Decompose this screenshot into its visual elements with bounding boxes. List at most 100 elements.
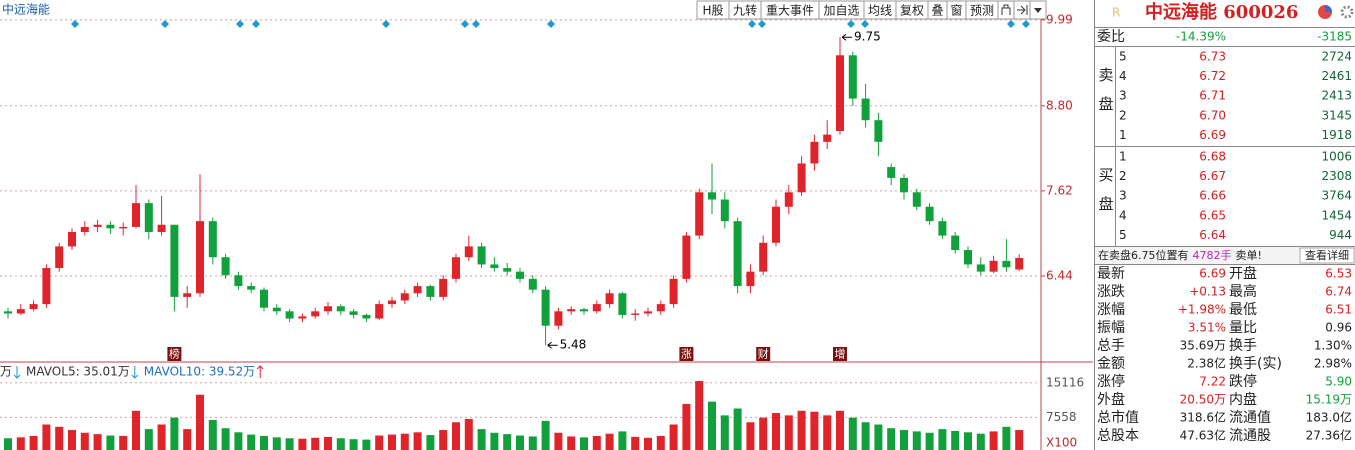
candle-body xyxy=(324,306,332,312)
annotation-label: 5.48 xyxy=(560,338,587,352)
y-tick-label: 9.99 xyxy=(1046,12,1073,26)
candle-body xyxy=(554,311,563,326)
candle-body xyxy=(746,271,755,287)
stat-label: 涨跌 xyxy=(1097,284,1125,300)
candle-body xyxy=(311,311,320,317)
volume-bar xyxy=(605,433,614,450)
annotation-label: 9.75 xyxy=(854,30,881,44)
candle-body xyxy=(93,224,102,227)
toolbar-label[interactable]: 均线 xyxy=(868,4,892,18)
volume-bar xyxy=(375,435,384,450)
level: 3 xyxy=(1119,89,1127,103)
stat-value: +1.98% xyxy=(1178,303,1226,317)
volume-bar xyxy=(797,410,806,450)
volume: 944 xyxy=(1329,228,1352,242)
candle-body xyxy=(874,120,883,142)
settings-icon[interactable] xyxy=(1340,5,1354,19)
toolbar-label[interactable]: 九转 xyxy=(733,3,757,18)
volume-bar xyxy=(170,417,179,450)
volume-legend: 万 xyxy=(0,365,12,379)
event-diamond xyxy=(748,20,756,28)
volume-bar xyxy=(503,434,512,450)
volume: 1918 xyxy=(1321,128,1352,142)
candle-body xyxy=(1015,257,1024,270)
stat-value: 27.36亿 xyxy=(1306,428,1352,443)
stat-value: 1.30% xyxy=(1314,339,1352,353)
badge: R xyxy=(1112,6,1120,20)
event-label: 财 xyxy=(758,347,769,361)
volume-bar xyxy=(567,436,576,450)
toolbar-label[interactable]: 复权 xyxy=(900,4,924,18)
icon xyxy=(1325,5,1332,12)
candle-body xyxy=(592,304,601,312)
toolbar-label[interactable]: 重大事件 xyxy=(766,4,814,18)
volume-bar xyxy=(221,428,230,450)
level: 1 xyxy=(1119,150,1127,164)
price: 6.64 xyxy=(1199,228,1226,242)
candle-body xyxy=(375,304,384,319)
toolbar-icon[interactable] xyxy=(997,0,1015,20)
candle-body xyxy=(823,134,832,142)
stat-label: 跌停 xyxy=(1229,373,1257,390)
candle-body xyxy=(720,199,729,222)
event-diamond xyxy=(1007,20,1015,28)
volume-bar xyxy=(234,432,243,450)
candle-body xyxy=(29,304,38,310)
event-label: 榜 xyxy=(169,347,180,361)
volume-bar xyxy=(708,401,716,450)
icon xyxy=(1017,5,1028,15)
toolbar-label[interactable]: 窗 xyxy=(950,4,962,18)
stock-title: 中远海能 600026 xyxy=(1145,1,1298,23)
candle-body xyxy=(797,163,806,193)
volume-bar xyxy=(298,438,307,450)
price: 6.65 xyxy=(1199,208,1226,222)
candle-body xyxy=(157,224,166,232)
volume-bar xyxy=(900,430,908,450)
annotation-arrow xyxy=(841,33,852,41)
toolbar-label[interactable]: 预测 xyxy=(970,4,994,18)
candle-body xyxy=(541,289,550,326)
toolbar-label[interactable]: H股 xyxy=(702,4,723,18)
event-diamond xyxy=(71,20,79,28)
notice-text: 卖单! xyxy=(1236,249,1262,262)
volume-bar xyxy=(733,408,742,450)
volume-bar xyxy=(874,424,883,450)
event-diamond xyxy=(461,20,469,28)
candle-body xyxy=(528,278,537,290)
icon xyxy=(1001,4,1011,15)
volume-bar xyxy=(618,431,627,450)
candle-body xyxy=(733,221,742,287)
detail-link[interactable]: 查看详细 xyxy=(1305,248,1349,262)
volume: 3764 xyxy=(1321,189,1352,203)
stat-label: 换手 xyxy=(1229,337,1257,354)
y-tick-label: 7.62 xyxy=(1046,183,1073,197)
candle-body xyxy=(362,314,371,319)
volume-bar xyxy=(29,435,38,450)
candle-body xyxy=(388,300,396,305)
volume-bar xyxy=(400,433,409,450)
toolbar-label[interactable]: 叠 xyxy=(931,4,943,18)
candle-body xyxy=(464,246,473,258)
volume-bar xyxy=(16,437,25,450)
candle-body xyxy=(1002,260,1011,268)
volume-bar xyxy=(938,429,947,450)
volume-bar xyxy=(324,436,332,450)
volume-legend: MAVOL5: 35.01万 xyxy=(26,365,130,379)
stat-label: 涨停 xyxy=(1097,373,1125,390)
volume-bar xyxy=(823,415,832,450)
candle-body xyxy=(618,293,627,315)
candle-body xyxy=(196,221,204,294)
price: 6.67 xyxy=(1199,169,1226,183)
volume-bar xyxy=(285,438,294,450)
volume: 1006 xyxy=(1321,150,1352,164)
detail-button[interactable] xyxy=(1299,247,1355,264)
candle-body xyxy=(234,275,243,287)
stat-label: 振幅 xyxy=(1097,320,1125,336)
event-diamond xyxy=(252,20,260,28)
side-label: 卖盘 xyxy=(1097,67,1115,125)
toolbar-label[interactable]: 加自选 xyxy=(823,4,859,18)
candle-body xyxy=(452,257,460,279)
volume-bar xyxy=(925,432,934,450)
stat-label: 最高 xyxy=(1229,283,1257,300)
